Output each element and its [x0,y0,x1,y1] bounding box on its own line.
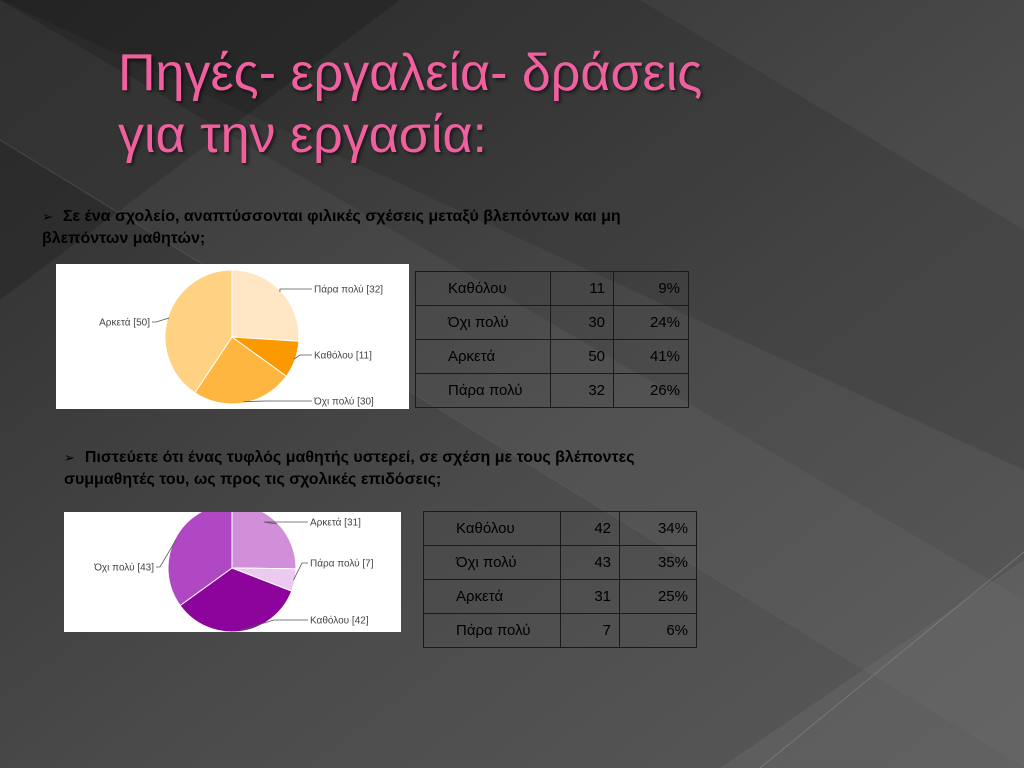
question-1: ➢ Σε ένα σχολείο, αναπτύσσονται φιλικές σ… [42,206,702,250]
question-1-text: Σε ένα σχολείο, αναπτύσσονται φιλικές σχ… [42,208,621,247]
row-count: 32 [550,373,614,408]
pie-slice-label: Όχι πολύ [30] [313,396,374,408]
pie-leader-line [279,288,312,293]
row-percent: 25% [619,579,697,614]
question-2: ➢ Πιστεύετε ότι ένας τυφλός μαθητής υστερ… [64,447,664,491]
pie-slice-label: Όχι πολύ [43] [93,562,154,574]
pie-leader-line [293,354,312,360]
pie-leader-line [293,562,308,581]
pie-slice-4 [164,269,233,394]
table-row: Καθόλου 11 9% [415,271,689,306]
pie-leader-line [239,619,308,631]
row-percent: 34% [619,511,697,546]
row-count: 30 [550,305,614,340]
table-row: Πάρα πολύ 7 6% [423,613,697,648]
row-label: Όχι πολύ [415,305,551,340]
row-percent: 26% [613,373,689,408]
pie-chart-1: Πάρα πολύ [32] Καθόλου [11] Όχι πολύ [30] Α… [56,264,409,409]
pie-slice-label: Αρκετά [31] [310,517,361,529]
pie-slice-label: Πάρα πολύ [7] [310,558,374,570]
row-count: 50 [550,339,614,374]
pie-slice-1 [231,269,300,342]
slide-title: Πηγές- εργαλεία- δράσεις για την εργασία… [118,42,998,166]
row-percent: 24% [613,305,689,340]
results-table-1: Καθόλου 11 9% Όχι πολύ 30 24% Αρκετά 50 41% Πάρα … [415,271,689,408]
pie-slice-label: Καθόλου [42] [310,615,369,627]
pie-chart-2-svg: Αρκετά [31] Πάρα πολύ [7] Καθόλου [42] Όχι … [93,512,374,632]
pie-chart-2: Αρκετά [31] Πάρα πολύ [7] Καθόλου [42] Όχι … [64,512,401,632]
table-row: Αρκετά 31 25% [423,579,697,614]
question-2-text: Πιστεύετε ότι ένας τυφλός μαθητής υστερε… [64,449,635,488]
pie-slice-label: Αρκετά [50] [99,317,150,329]
pie-leader-line [243,400,312,403]
pie-slice-4 [167,512,233,607]
table-row: Καθόλου 42 34% [423,511,697,546]
row-count: 31 [560,579,620,614]
pie-slice-label: Καθόλου [11] [314,350,372,362]
row-label: Καθόλου [423,511,561,546]
row-percent: 41% [613,339,689,374]
pie-chart-1-svg: Πάρα πολύ [32] Καθόλου [11] Όχι πολύ [30] Α… [99,269,383,408]
pie-slice-3 [194,336,288,405]
row-percent: 9% [613,271,689,306]
row-label: Όχι πολύ [423,545,561,580]
slide-title-line-1: Πηγές- εργαλεία- δράσεις [118,44,703,102]
row-count: 42 [560,511,620,546]
row-label: Αρκετά [415,339,551,374]
pie-slice-3 [179,567,293,632]
row-label: Πάρα πολύ [415,373,551,408]
row-label: Πάρα πολύ [423,613,561,648]
row-percent: 6% [619,613,697,648]
table-row: Όχι πολύ 30 24% [415,305,689,340]
pie-slice-1 [231,512,297,570]
arrow-bullet-icon: ➢ [64,450,75,465]
table-row: Αρκετά 50 41% [415,339,689,374]
row-count: 7 [560,613,620,648]
row-count: 43 [560,545,620,580]
pie-slice-label: Πάρα πολύ [32] [314,284,383,296]
results-table-2: Καθόλου 42 34% Όχι πολύ 43 35% Αρκετά 31 25% Πάρα… [423,511,697,648]
pie-leader-line [152,317,170,323]
table-row: Πάρα πολύ 32 26% [415,373,689,408]
arrow-bullet-icon: ➢ [42,209,53,224]
row-percent: 35% [619,545,697,580]
row-label: Αρκετά [423,579,561,614]
table-row: Όχι πολύ 43 35% [423,545,697,580]
slide-title-line-2: για την εργασία: [118,106,487,164]
pie-leader-line [156,539,177,568]
row-label: Καθόλου [415,271,551,306]
row-count: 11 [550,271,614,306]
pie-leader-line [263,521,308,525]
